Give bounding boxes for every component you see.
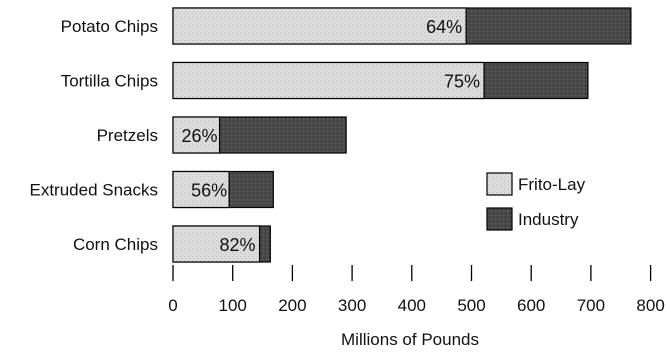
category-label-1: Tortilla Chips xyxy=(61,72,158,91)
x-axis: 0 100 200 300 400 500 600 700 800 Millions of Pou… xyxy=(168,265,665,349)
x-tick-label-1: 100 xyxy=(219,296,247,315)
share-label-2: 26% xyxy=(182,126,218,146)
category-label-3: Extruded Snacks xyxy=(29,181,158,200)
category-label-0: Potato Chips xyxy=(61,17,158,36)
share-label-3: 56% xyxy=(191,181,227,201)
share-label-1: 75% xyxy=(444,72,480,92)
legend-label-0: Frito-Lay xyxy=(518,175,586,194)
legend-swatch-1 xyxy=(486,207,513,231)
x-tick-label-0: 0 xyxy=(168,296,177,315)
category-label-4: Corn Chips xyxy=(73,235,158,254)
category-label-2: Pretzels xyxy=(97,126,158,145)
share-label-0: 64% xyxy=(426,17,462,37)
x-tick-label-7: 700 xyxy=(577,296,605,315)
bar-frito-lay-3 xyxy=(172,170,230,209)
x-tick-label-3: 300 xyxy=(338,296,366,315)
bar-frito-lay-1 xyxy=(172,61,485,100)
x-axis-label: Millions of Pounds xyxy=(341,330,479,349)
legend: Frito-Lay Industry xyxy=(486,172,586,231)
x-tick-label-5: 500 xyxy=(457,296,485,315)
labels-layer: Potato Chips 64% Tortilla Chips 75% Pretzels… xyxy=(29,17,480,255)
bars-layer xyxy=(172,7,632,263)
legend-label-1: Industry xyxy=(518,210,579,229)
x-tick-label-2: 200 xyxy=(278,296,306,315)
bar-frito-lay-0 xyxy=(172,7,467,45)
legend-swatch-0 xyxy=(486,172,513,196)
x-tick-label-4: 400 xyxy=(398,296,426,315)
x-tick-label-8: 800 xyxy=(636,296,664,315)
share-label-4: 82% xyxy=(220,235,256,255)
bar-frito-lay-2 xyxy=(172,116,221,154)
bar-frito-lay-4 xyxy=(172,225,261,263)
x-tick-label-6: 600 xyxy=(517,296,545,315)
